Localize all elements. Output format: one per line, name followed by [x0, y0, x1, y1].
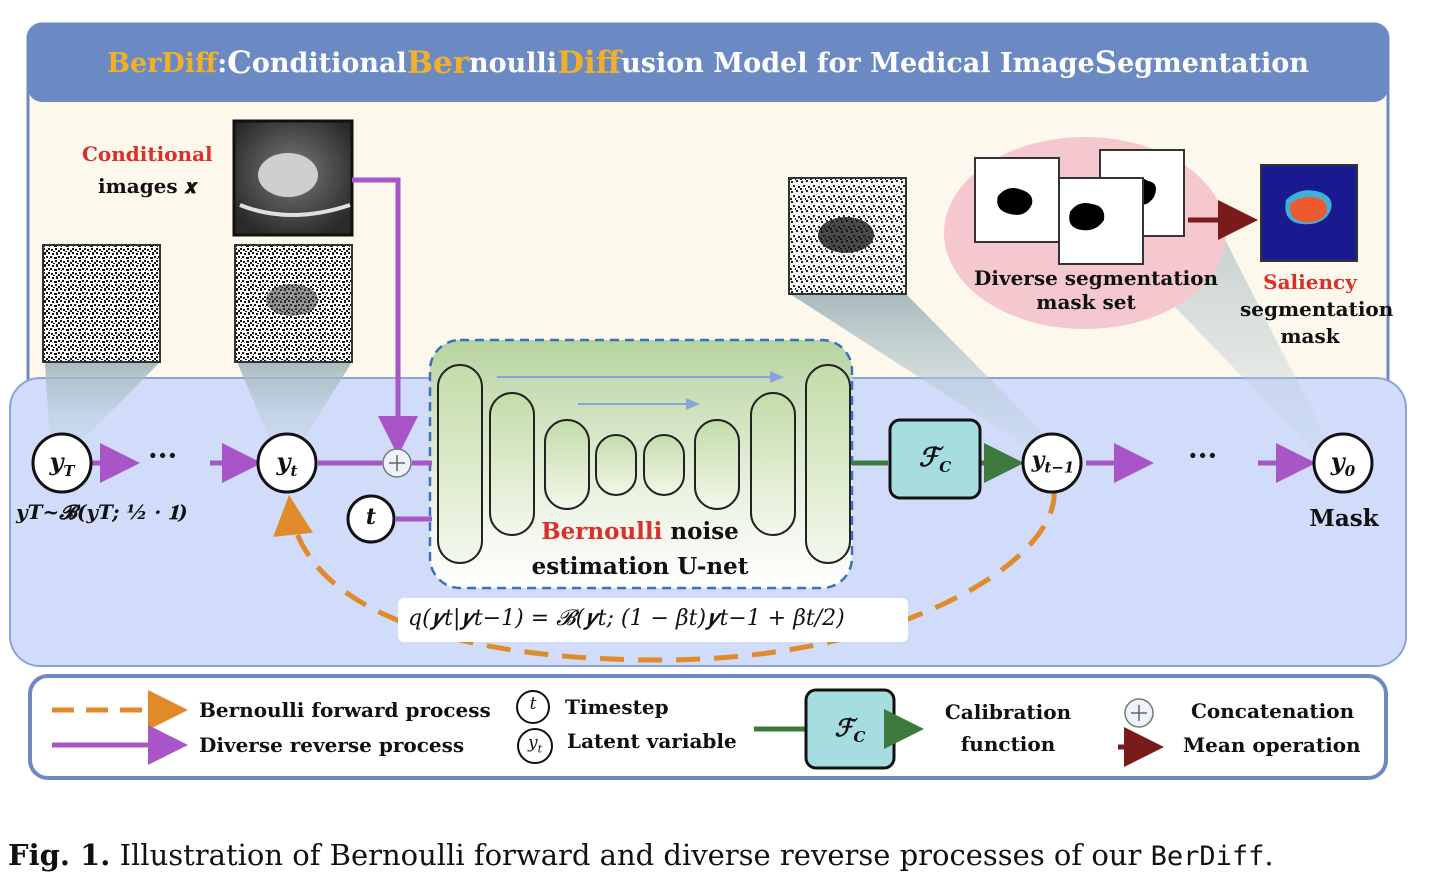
- legend-calib-label-2: function: [960, 732, 1056, 756]
- unet-layer-5: [643, 434, 685, 496]
- forward-equation: q(𝒚t|𝒚t−1) = 𝓑(𝒚t; (1 − βt)𝒚t−1 + βt/2): [408, 606, 845, 631]
- node-yt-label: yt: [258, 447, 316, 480]
- legend-timestep-symbol: t: [529, 694, 537, 714]
- label-saliency: Saliency: [1263, 270, 1357, 294]
- title-c1: C: [227, 45, 252, 81]
- node-yT: [31, 432, 93, 494]
- caption-mono: BerDiff: [1150, 841, 1265, 872]
- legend-calib-symbol: ℱC: [806, 713, 894, 746]
- dots-left: ···: [148, 439, 178, 472]
- legend-mean-label: Mean operation: [1183, 733, 1361, 757]
- label-images-x: images 𝒙: [98, 174, 198, 198]
- title-t2: noulli: [469, 47, 558, 79]
- legend-timestep-circle: [516, 690, 550, 724]
- noise-image-yT: [42, 244, 161, 363]
- node-yT-label: yT: [33, 447, 91, 480]
- caption-bold: Fig. 1.: [8, 838, 111, 872]
- node-ytm1-text: y: [1031, 447, 1045, 473]
- title-bar: [28, 24, 1388, 102]
- calibration-label: ℱC: [890, 443, 980, 476]
- label-saliency-3: mask: [1280, 324, 1340, 348]
- label-saliency-2: segmentation: [1240, 297, 1394, 321]
- dots-right: ···: [1188, 439, 1218, 472]
- node-yt-sub: t: [290, 461, 298, 480]
- beam-yT: [45, 362, 160, 445]
- beam-ytm1: [790, 294, 1060, 450]
- caption-end: .: [1264, 838, 1274, 872]
- beam-yt: [237, 362, 352, 445]
- legend-latent-circle: [517, 728, 553, 764]
- title-berdiff: BerDiff: [107, 47, 218, 79]
- calibration-sub: C: [939, 458, 952, 477]
- label-mask-set-1: Diverse segmentation: [974, 266, 1219, 290]
- label-unet-noise: noise: [662, 518, 739, 545]
- label-conditional: Conditional: [82, 142, 213, 166]
- node-ytm1-label: yt−1: [1020, 447, 1086, 476]
- legend-latent-symbol: yt: [517, 733, 553, 755]
- label-unet-1: Bernoulli noise: [500, 520, 780, 544]
- title-t4: egmentation: [1117, 47, 1309, 79]
- title-t1: onditional: [251, 47, 407, 79]
- unet-layer-2: [489, 392, 535, 536]
- node-yT-sub: T: [63, 461, 75, 480]
- node-y0-sub: 0: [1344, 461, 1356, 480]
- unet-layer-8: [805, 364, 851, 564]
- legend-latent-label: Latent variable: [567, 729, 737, 753]
- legend-concat-label: Concatenation: [1191, 699, 1355, 723]
- label-mask: Mask: [1309, 505, 1379, 532]
- title-c2: Ber: [406, 45, 470, 81]
- yT-distribution: 𝒚T~𝓑(𝒚T; ½ · 𝟏): [16, 500, 188, 524]
- unet-layer-7: [750, 392, 796, 536]
- node-y0: [1312, 432, 1374, 494]
- legend-timestep-label: Timestep: [565, 695, 669, 719]
- condition-line: [352, 177, 418, 456]
- equation-box: [398, 598, 908, 642]
- label-unet-red: Bernoulli: [541, 518, 663, 545]
- node-t-label: t: [365, 504, 377, 530]
- title-c4: S: [1094, 45, 1118, 81]
- caption-text: Illustration of Bernoulli forward and di…: [110, 838, 1151, 872]
- forward-process-arc: [273, 489, 1057, 663]
- unet-layer-3: [544, 419, 590, 510]
- legend-box: [28, 674, 1388, 780]
- node-ytm1-sub: t−1: [1044, 458, 1075, 477]
- label-unet-2: estimation U-net: [531, 553, 749, 580]
- figure-caption: Fig. 1. Illustration of Bernoulli forwar…: [8, 838, 1274, 872]
- node-y0-text: y: [1330, 447, 1345, 476]
- node-ytm1: [1021, 432, 1083, 494]
- node-y0-label: y0: [1314, 447, 1372, 480]
- saliency-mask: [1260, 164, 1358, 262]
- legend-forward-label: Bernoulli forward process: [199, 698, 491, 722]
- title-t3: usion Model for Medical Image: [621, 47, 1095, 79]
- node-yt-text: y: [276, 447, 291, 476]
- legend-latent-sub: t: [537, 742, 543, 756]
- legend-reverse-label: Diverse reverse process: [199, 733, 465, 757]
- label-mask-set-2: mask set: [1036, 290, 1136, 314]
- title-sep: :: [217, 47, 228, 79]
- legend-calib-c: C: [853, 727, 866, 746]
- legend-calib-f: ℱ: [834, 713, 854, 742]
- unet-layer-1: [437, 364, 483, 564]
- node-yt: [256, 432, 318, 494]
- node-t: [346, 494, 396, 544]
- legend-calib-label-1: Calibration: [944, 700, 1072, 724]
- legend-latent-y: y: [527, 733, 538, 753]
- unet-layer-6: [694, 419, 740, 510]
- calibration-symbol: ℱ: [918, 443, 940, 473]
- unet-layer-4: [595, 434, 637, 496]
- title-c3: Diff: [557, 45, 622, 81]
- calibration-box: [888, 418, 982, 500]
- node-yT-text: y: [49, 447, 64, 476]
